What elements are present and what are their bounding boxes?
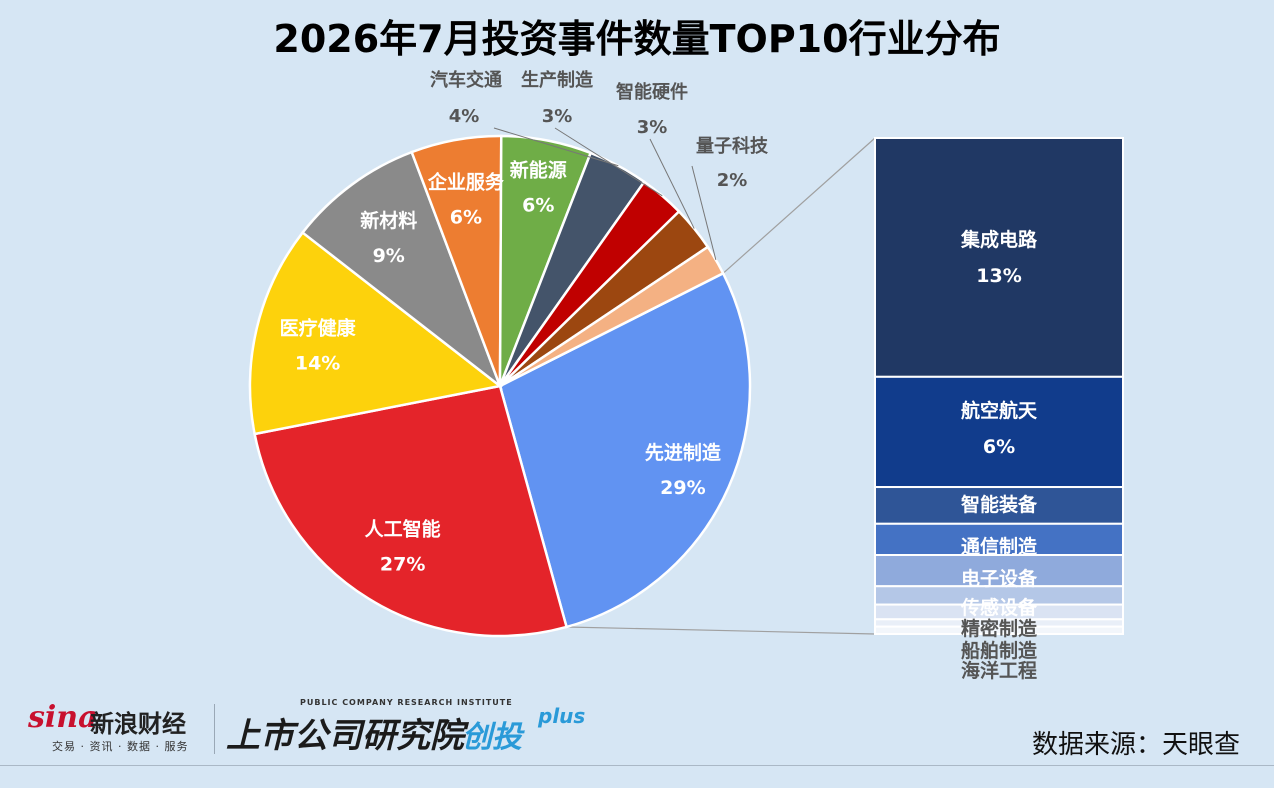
pie-value-slice-5: 6% [450,207,482,229]
institute-name: 上市公司研究院 [226,716,464,756]
pie-value-slice-9: 3% [637,117,668,138]
bar-segment-4 [874,522,1124,557]
pie-slice-3 [248,230,503,436]
bar-segment-1 [874,137,1124,378]
bar-label-1: 集成电路 [960,228,1038,251]
pie-label-slice-1: 先进制造 [645,441,722,464]
pie-label-slice-3: 医疗健康 [280,317,357,340]
bar-label-3: 智能装备 [961,493,1038,516]
bar-label-5: 电子设备 [961,567,1038,590]
logo-divider [214,704,215,754]
pie-value-slice-8: 3% [542,106,573,127]
sina-brand-name: 新浪财经 [90,710,186,738]
pie-value-slice-7: 4% [449,106,480,127]
bar-label-4: 通信制造 [961,535,1038,558]
pie-slice-4 [300,150,503,390]
connector-bottom [566,626,876,635]
pie-label-slice-2: 人工智能 [365,517,441,540]
pie-label-slice-6: 新能源 [510,159,567,182]
pie-slice-1 [498,271,752,629]
pie-value-slice-10: 2% [717,170,748,191]
pie [248,134,752,638]
bar-segment-2 [874,375,1124,489]
bar-segment-3 [874,486,1124,525]
pie-bar-connectors [566,137,876,635]
institute-logo: PUBLIC COMPANY RESEARCH INSTITUTE 上市公司研究… [226,698,606,758]
leader-line-slice-9 [649,138,695,229]
pie-labels: 先进制造 29% 人工智能 27% 医疗健康 14% 新材料 9% 企业服务 6% 新能源 6% 汽车交… [280,69,769,575]
institute-tag: 创投 [462,720,522,755]
bar-label-9: 海洋工程 [961,659,1037,682]
footer-divider [0,765,1274,766]
bar-value-1: 13% [976,265,1021,287]
leader-line-slice-10 [691,165,717,261]
pie-slice-10 [499,245,725,388]
pie-value-slice-2: 27% [380,553,425,575]
stacked-bar [874,137,1124,636]
pie-label-slice-7: 汽车交通 [430,69,502,91]
connector-top [722,137,876,274]
pie-value-slice-3: 14% [295,353,340,375]
bar-label-6: 传感设备 [960,596,1038,619]
bar-segment-9 [874,625,1124,636]
pie-slice-2 [253,384,569,638]
institute-subtitle: PUBLIC COMPANY RESEARCH INSTITUTE [300,698,513,707]
pie-value-slice-6: 6% [522,195,554,217]
bar-label-8: 船舶制造 [961,639,1038,662]
leader-line-slice-8 [554,127,663,197]
pie-label-slice-4: 新材料 [360,209,417,232]
pie-value-slice-1: 29% [660,477,705,499]
data-source: 数据来源：天眼查 [1031,730,1240,760]
sina-tagline: 交易 · 资讯 · 数据 · 服务 [52,740,189,753]
bar-label-2: 航空航天 [961,399,1038,422]
bar-label-7: 精密制造 [961,617,1038,640]
institute-plus: plus [538,704,586,728]
leader-line-slice-7 [493,127,619,167]
sina-finance-logo: sina 新浪财经 交易 · 资讯 · 数据 · 服务 [28,700,208,756]
sina-mark: sina [28,700,98,735]
pie-label-slice-5: 企业服务 [427,171,505,194]
chart-title: 2026年7月投资事件数量TOP10行业分布 [273,17,1001,61]
bar-value-2: 6% [983,436,1015,458]
pie-value-slice-4: 9% [373,245,405,267]
bar-labels: 集成电路 13% 航空航天 6% 智能装备通信制造电子设备传感设备精密制造船舶制造海洋工… [960,228,1038,682]
pie-label-slice-10: 量子科技 [696,135,769,157]
pie-label-slice-8: 生产制造 [521,69,593,91]
pie-label-slice-9: 智能硬件 [616,81,688,103]
